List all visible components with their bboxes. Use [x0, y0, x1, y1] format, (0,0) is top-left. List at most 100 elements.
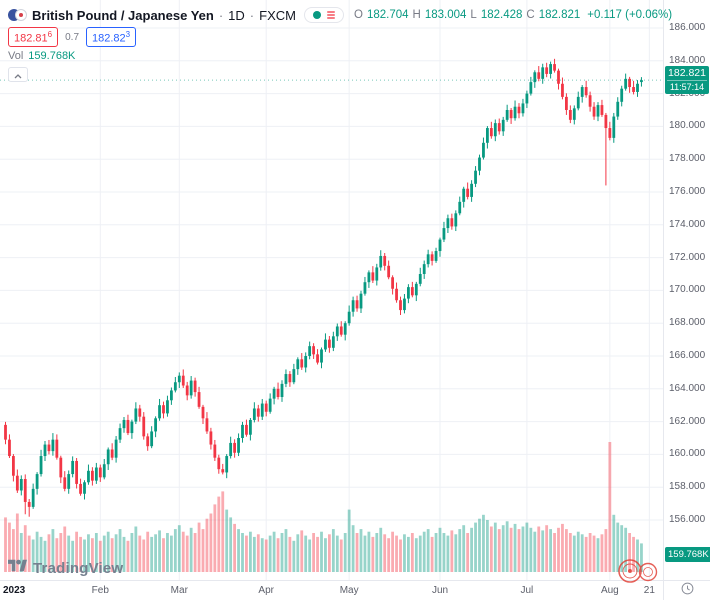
candle-series: [4, 58, 643, 517]
candlestick-chart-canvas[interactable]: [0, 0, 663, 580]
collapse-legend-button[interactable]: [8, 67, 28, 82]
volume-bar: [592, 535, 596, 572]
volume-bar: [430, 536, 434, 572]
volume-bar: [410, 533, 414, 572]
timezone-corner-cell[interactable]: [663, 580, 710, 600]
candle-body: [553, 64, 556, 71]
candle-body: [379, 255, 383, 268]
volume-bar: [501, 525, 505, 572]
candle-body: [636, 83, 639, 92]
volume-bar: [596, 538, 600, 572]
candle-body: [59, 457, 63, 478]
volume-bar: [217, 496, 221, 572]
candle-body: [482, 142, 485, 158]
last-price-value: 182.821: [668, 67, 706, 80]
candle-body: [138, 408, 142, 417]
volume-bar: [509, 527, 513, 572]
open-value: 182.704: [366, 9, 409, 21]
candle-body: [355, 300, 359, 309]
volume-bar: [12, 529, 15, 572]
volume-bar: [608, 442, 612, 572]
candle-body: [391, 277, 394, 289]
candle-body: [118, 428, 122, 440]
volume-bar: [478, 518, 481, 572]
volume-bar: [166, 533, 169, 572]
price-tick-label: 158.000: [669, 481, 706, 493]
volume-bar: [154, 534, 157, 572]
price-tick-label: 168.000: [669, 317, 706, 329]
volume-bar: [15, 513, 19, 572]
sell-bid-button[interactable]: 182.816: [8, 27, 59, 47]
candle-body: [150, 431, 154, 447]
candle-body: [272, 388, 276, 399]
candle-body: [154, 418, 157, 432]
volume-bar: [31, 539, 35, 572]
volume-bar: [517, 529, 521, 572]
chevron-up-icon: [14, 66, 22, 84]
volume-bar: [505, 521, 509, 572]
buy-ask-button[interactable]: 182.823: [86, 27, 137, 47]
candle-body: [47, 444, 51, 452]
volume-bar: [264, 539, 268, 572]
volume-bar: [489, 526, 493, 572]
candle-body: [166, 400, 169, 414]
volume-bar: [616, 522, 620, 572]
price-tick-label: 162.000: [669, 415, 706, 427]
candle-body: [600, 105, 604, 115]
candle-body: [205, 418, 209, 432]
volume-bar: [628, 533, 631, 572]
candle-body: [529, 82, 533, 94]
candle-body: [418, 274, 422, 284]
candle-body: [312, 346, 315, 355]
candle-body: [15, 475, 19, 491]
candle-body: [517, 106, 521, 114]
volume-bar: [181, 531, 185, 572]
volume-bar: [339, 539, 343, 572]
candle-body: [126, 419, 130, 434]
candle-body: [170, 390, 173, 401]
candle-body: [249, 419, 252, 435]
volume-bar: [158, 530, 161, 572]
clock-icon: [681, 582, 694, 600]
symbol-title[interactable]: British Pound / Japanese Yen: [32, 7, 214, 23]
volume-bar: [150, 536, 154, 572]
candle-body: [23, 479, 27, 502]
exchange-name[interactable]: FXCM: [259, 7, 296, 23]
volume-bar: [493, 522, 497, 572]
candle-body: [596, 105, 600, 117]
candle-body: [612, 116, 616, 138]
price-tick-label: 184.000: [669, 54, 706, 66]
volume-bar: [102, 535, 106, 572]
price-tick-label: 172.000: [669, 251, 706, 263]
candle-body: [414, 283, 418, 296]
candle-body: [438, 239, 442, 252]
close-value: 182.821: [538, 9, 581, 21]
candle-body: [328, 339, 331, 348]
time-scale[interactable]: 2023 Feb Mar Apr May Jun Jul Aug 21: [0, 580, 663, 600]
candle-body: [213, 444, 217, 458]
candle-body: [339, 326, 343, 335]
volume-bar: [241, 533, 244, 572]
volume-bar: [450, 530, 454, 572]
candle-body: [351, 300, 355, 312]
candle-body: [245, 424, 248, 435]
close-label: C: [526, 9, 535, 21]
volume-bar: [462, 525, 466, 572]
volume-bar: [474, 522, 477, 572]
volume-bar: [19, 533, 23, 572]
volume-bar: [308, 539, 312, 572]
candle-body: [39, 456, 43, 475]
candle-body: [320, 349, 323, 363]
candle-body: [383, 255, 387, 266]
tradingview-watermark[interactable]: TradingView: [8, 557, 123, 579]
price-scale[interactable]: 186.000184.000182.000180.000178.000176.0…: [663, 0, 710, 580]
candle-body: [162, 405, 165, 414]
volume-bar: [636, 539, 639, 572]
quick-actions-pill[interactable]: [303, 7, 344, 23]
candle-body: [43, 444, 47, 457]
candle-body: [130, 421, 134, 434]
candle-body: [470, 183, 473, 197]
interval-value[interactable]: 1D: [228, 7, 245, 23]
volume-bar: [39, 536, 43, 572]
candle-body: [27, 501, 31, 507]
